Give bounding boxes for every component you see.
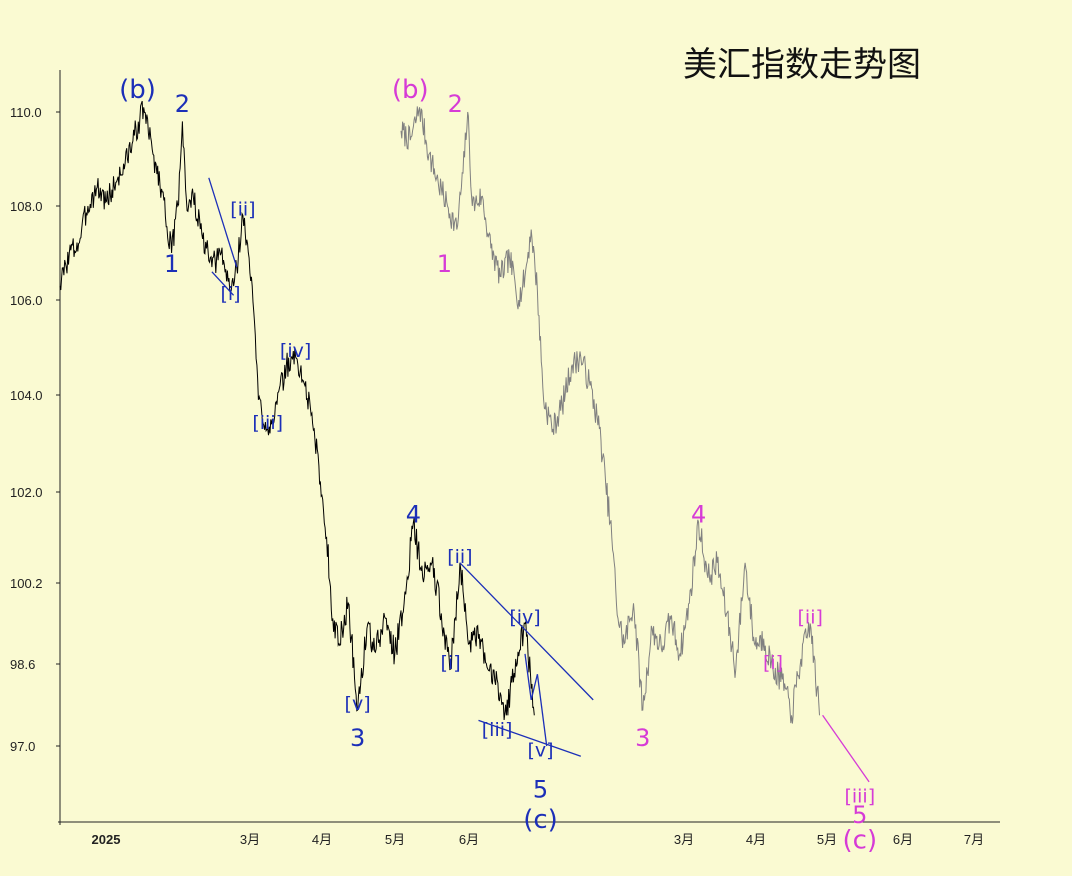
wave-label: [i] [763,652,783,674]
y-tick-label: 98.6 [10,657,35,672]
x-tick-label-right: 6月 [893,832,913,847]
wave-label: [i] [220,283,240,305]
wave-annotation-lines [208,177,870,783]
wave-label: [ii] [230,198,255,220]
x-tick-label-right: 3月 [674,832,694,847]
wave-label: 2 [175,90,190,118]
wave-label: [v] [345,693,371,715]
wave-label: 3 [350,724,365,752]
y-tick-label: 102.0 [10,485,43,500]
wave-label: 1 [437,250,452,278]
wave-label: (c) [843,826,878,856]
y-tick-label: 110.0 [10,105,42,120]
x-tick-label-right: 5月 [817,832,837,847]
wave-label: (c) [523,805,558,835]
y-tick-label: 104.0 [10,388,43,403]
projection-leg-3 [536,674,548,747]
wedge-upper-line [208,177,238,268]
x-tick-label: 4月 [312,832,332,847]
wedge-lower-line [211,271,235,296]
wave-label: [iii] [844,785,875,807]
chart-axes [58,70,1000,825]
x-tick-label: 2025 [92,832,121,847]
channel-upper-line [459,562,594,701]
y-tick-label: 97.0 [10,739,35,754]
projection-line-magenta [822,714,870,783]
wave-label: [i] [441,652,461,674]
y-tick-label: 108.0 [10,199,43,214]
wave-label: [ii] [447,546,472,568]
wave-labels: (b) 2 1 [ii] [i] [iv] [iii] 4 3 [v] [ii] [i] [iv] [ii… [119,75,877,856]
wave-label: (b) [392,75,429,105]
projection-leg-2 [530,674,539,701]
wave-label: [ii] [798,607,823,629]
wave-label: (b) [119,75,156,105]
channel-lower-line [478,719,582,757]
wave-label: 5 [533,775,548,803]
chart-title: 美汇指数走势图 [683,45,921,85]
x-tick-label: 6月 [459,832,479,847]
wave-label: [iii] [252,412,283,434]
y-axis-ticks: 110.0 108.0 106.0 104.0 102.0 100.2 98.6 97.0 [10,105,60,754]
wave-label: 4 [406,500,421,528]
x-tick-label-right: 7月 [964,832,984,847]
wave-label: 2 [448,90,463,118]
series-gray-projection [400,106,820,724]
y-tick-label: 106.0 [10,293,43,308]
wave-label: [iii] [482,719,513,741]
wave-label: 4 [691,500,706,528]
wave-label: 3 [635,724,650,752]
wave-label: 5 [852,801,867,829]
wave-label: [iv] [280,340,311,362]
price-line-black [59,100,535,721]
wave-label: [v] [527,739,553,761]
x-axis-ticks: 2025 3月 4月 5月 6月 3月 4月 5月 6月 7月 [92,832,985,847]
x-tick-label: 5月 [385,832,405,847]
x-tick-label: 3月 [240,832,260,847]
x-tick-label-right: 4月 [746,832,766,847]
wave-label: 1 [164,250,179,278]
wave-label: [iv] [509,607,540,629]
y-tick-label: 100.2 [10,576,43,591]
price-line-gray [400,106,820,724]
series-black-actual [59,100,535,721]
projection-leg-1 [524,653,532,700]
